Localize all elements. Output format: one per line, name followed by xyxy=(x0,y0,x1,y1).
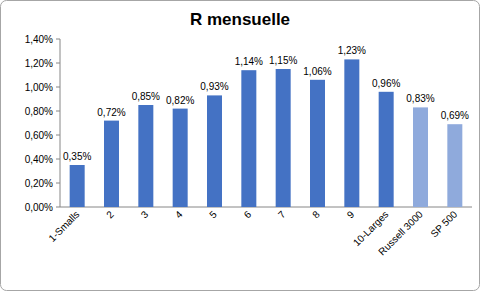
bar xyxy=(241,70,256,207)
bar xyxy=(173,109,188,207)
x-tick-label: 4 xyxy=(173,208,185,220)
data-label: 1,15% xyxy=(269,55,297,66)
x-tick-label: 9 xyxy=(345,208,357,220)
x-tick-label: 3 xyxy=(139,208,151,220)
y-tick-label: 0,00% xyxy=(25,202,53,213)
y-tick xyxy=(56,207,60,208)
x-tick-label: 5 xyxy=(207,208,219,220)
data-label: 0,96% xyxy=(372,78,400,89)
x-tick-label: Russell 3000 xyxy=(376,208,425,257)
x-tick-label: SP 500 xyxy=(428,208,459,239)
y-tick xyxy=(56,111,60,112)
data-label: 0,82% xyxy=(166,95,194,106)
data-label: 0,93% xyxy=(200,81,228,92)
x-axis xyxy=(60,207,472,208)
x-tick-label: 6 xyxy=(242,208,254,220)
bar xyxy=(344,59,359,207)
x-tick-label: 2 xyxy=(104,208,116,220)
y-axis xyxy=(60,39,61,207)
y-tick xyxy=(56,63,60,64)
data-label: 0,85% xyxy=(132,91,160,102)
title: R mensuelle xyxy=(190,10,290,29)
data-label: 1,14% xyxy=(235,56,263,67)
chart: R mensuelle 0,00% 0,20% 0,40% 0,60% 0,80% 1,00… xyxy=(0,0,480,291)
bar xyxy=(447,124,462,207)
y-tick xyxy=(56,159,60,160)
data-label: 0,72% xyxy=(97,107,125,118)
bar xyxy=(379,92,394,207)
bar xyxy=(276,69,291,207)
bar xyxy=(138,105,153,207)
y-tick-label: 1,40% xyxy=(25,34,53,45)
data-label: 0,69% xyxy=(441,110,469,121)
data-label: 0,83% xyxy=(406,93,434,104)
y-tick-label: 1,00% xyxy=(25,82,53,93)
x-tick-label: 1-Smalls xyxy=(46,209,81,244)
bars xyxy=(70,59,463,207)
y-tick-label: 0,80% xyxy=(25,106,53,117)
bar xyxy=(413,107,428,207)
bar xyxy=(70,165,85,207)
data-label: 0,35% xyxy=(63,151,91,162)
y-tick xyxy=(56,39,60,40)
y-tick-label: 0,60% xyxy=(25,130,53,141)
y-tick xyxy=(56,183,60,184)
y-tick-label: 1,20% xyxy=(25,58,53,69)
y-tick-label: 0,40% xyxy=(25,154,53,165)
x-tick-label: 7 xyxy=(276,208,288,220)
chart-frame xyxy=(1,1,480,291)
x-tick-label: 8 xyxy=(310,208,322,220)
bar xyxy=(104,121,119,207)
y-tick xyxy=(56,135,60,136)
y-tick xyxy=(56,87,60,88)
bar xyxy=(310,80,325,207)
data-label: 1,06% xyxy=(303,66,331,77)
bar xyxy=(207,95,222,207)
y-tick-label: 0,20% xyxy=(25,178,53,189)
data-label: 1,23% xyxy=(338,45,366,56)
